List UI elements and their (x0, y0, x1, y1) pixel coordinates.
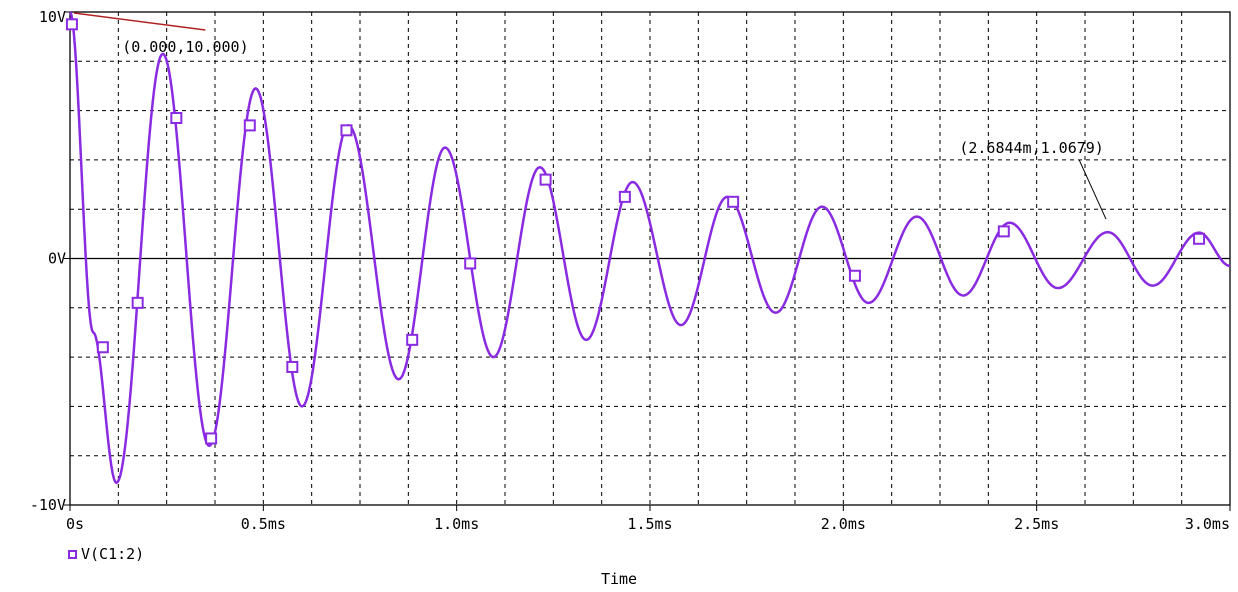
data-marker (245, 120, 255, 130)
data-marker (999, 226, 1009, 236)
data-marker (98, 342, 108, 352)
legend-label: V(C1:2) (81, 545, 144, 563)
data-marker (728, 197, 738, 207)
x-tick-label: 0.5ms (241, 515, 286, 533)
annotation-label-start: (0.000,10.000) (122, 38, 248, 56)
x-tick-label: 3.0ms (1185, 515, 1230, 533)
annotation-label-peak: (2.6844m,1.0679) (959, 139, 1103, 157)
data-marker (171, 113, 181, 123)
y-tick-label: 0V (48, 250, 66, 268)
data-marker (1194, 234, 1204, 244)
x-tick-label: 2.0ms (821, 515, 866, 533)
data-marker (620, 192, 630, 202)
x-tick-label: 2.5ms (1014, 515, 1059, 533)
data-marker (341, 125, 351, 135)
x-tick-label: 1.5ms (627, 515, 672, 533)
x-tick-label: 0s (66, 515, 84, 533)
data-marker (407, 335, 417, 345)
x-axis-label: Time (0, 570, 1238, 588)
annotation-leader-line (1079, 160, 1106, 219)
x-tick-label: 1.0ms (434, 515, 479, 533)
data-marker (133, 298, 143, 308)
data-marker (850, 271, 860, 281)
data-marker (287, 362, 297, 372)
legend: V(C1:2) (68, 545, 144, 563)
y-tick-label: 10V (39, 8, 66, 26)
data-marker (465, 258, 475, 268)
data-marker (67, 19, 77, 29)
data-marker (541, 175, 551, 185)
data-marker (206, 433, 216, 443)
cursor-line-start (74, 13, 205, 30)
y-tick-label: -10V (30, 496, 66, 514)
legend-marker-icon (68, 550, 77, 559)
